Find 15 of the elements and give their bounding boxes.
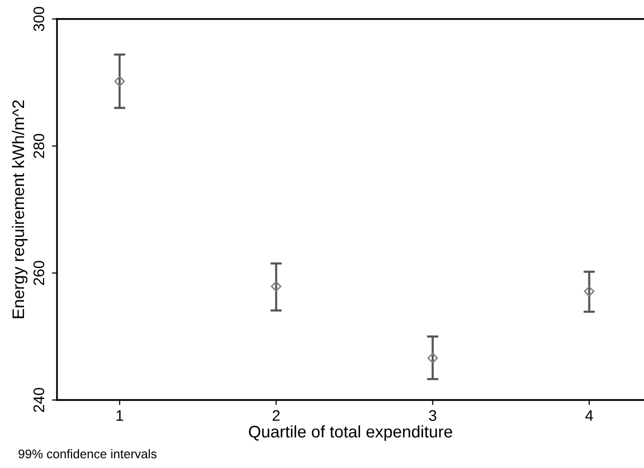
- text: 99% confidence intervals: [18, 449, 157, 458]
- point: [114, 76, 125, 87]
- x-tick-label: 4: [585, 410, 594, 421]
- x-axis-title: Quartile of total expenditure: [248, 425, 452, 441]
- point: [584, 286, 595, 297]
- point: [270, 281, 282, 292]
- x-tick-label: 3: [429, 410, 436, 421]
- x-tick-label: 2: [272, 410, 280, 421]
- y-tick-label: 300: [33, 6, 44, 32]
- y-tick-label: 260: [33, 260, 44, 285]
- point: [427, 352, 438, 364]
- x-tick-label: 1: [116, 410, 124, 421]
- y-tick-label: 240: [33, 388, 44, 412]
- y-tick-label: 280: [33, 134, 44, 158]
- y-axis-title: Energy requirement kWh/m^2: [12, 100, 28, 318]
